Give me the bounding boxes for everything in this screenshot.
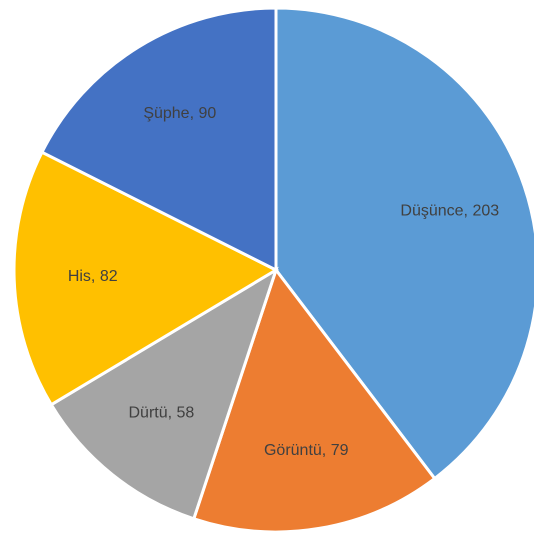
data-label: Görüntü, 79 bbox=[264, 442, 349, 459]
pie-slice bbox=[274, 6, 534, 481]
pie-slice bbox=[49, 266, 279, 521]
data-label: Düşünce, 203 bbox=[400, 203, 499, 220]
data-label: Şüphe, 90 bbox=[143, 105, 216, 122]
pie-slice bbox=[12, 150, 280, 407]
data-label: Dürtü, 58 bbox=[128, 404, 194, 421]
pie-slice bbox=[191, 266, 437, 534]
data-label: His, 82 bbox=[68, 268, 118, 285]
pie-slice bbox=[39, 6, 278, 273]
